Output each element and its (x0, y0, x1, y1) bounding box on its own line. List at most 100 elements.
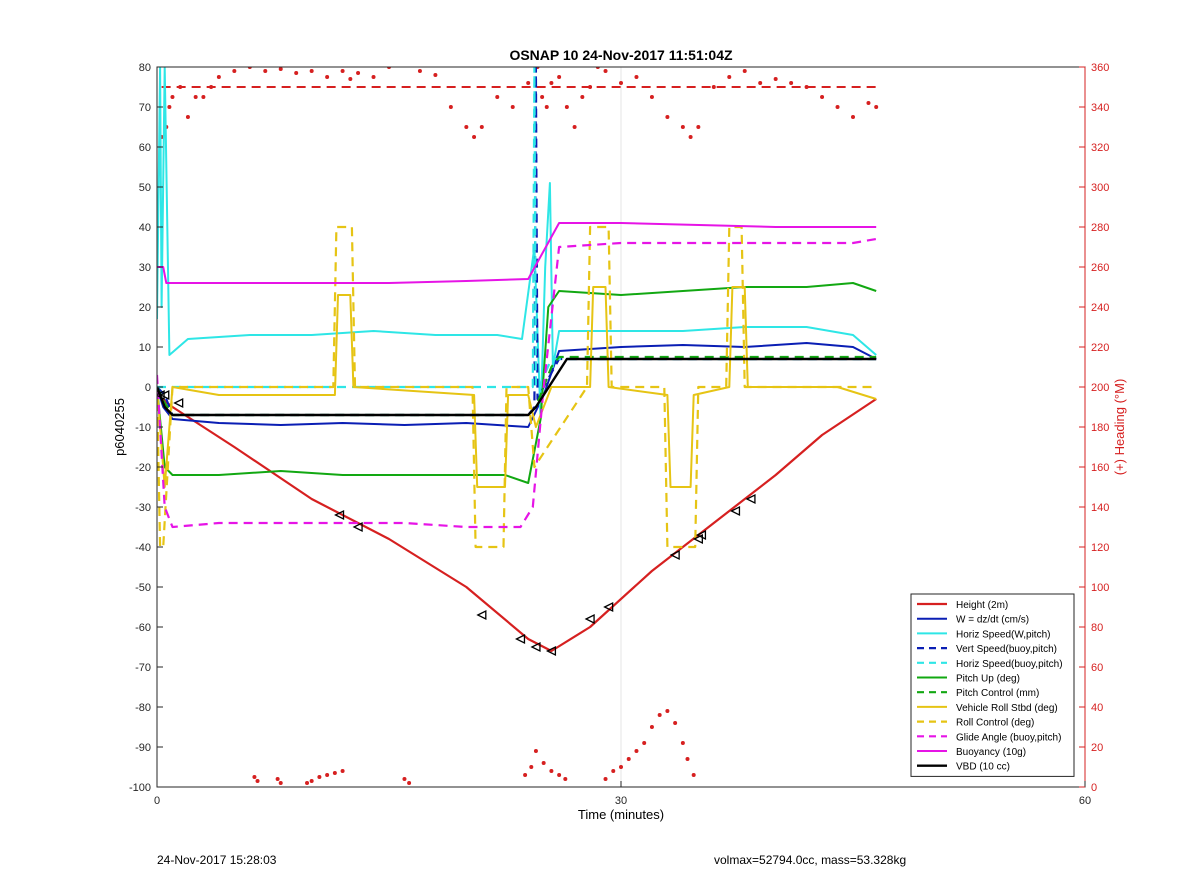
y-left-tick-label: -80 (135, 702, 151, 714)
heading-dot (510, 105, 515, 109)
legend-label-pitch-up-deg: Pitch Up (deg) (956, 674, 1020, 685)
heading-dot (448, 105, 453, 109)
height-marker (692, 533, 703, 545)
heading-dot (866, 101, 871, 105)
footer-mass-info: volmax=52794.0cc, mass=53.328kg (714, 853, 907, 867)
heading-dot (305, 781, 310, 785)
heading-dot (529, 765, 534, 769)
heading-dot (464, 125, 469, 129)
y-right-tick-label: 120 (1091, 542, 1109, 554)
heading-dot (201, 95, 206, 99)
y-right-tick-label: 180 (1091, 422, 1109, 434)
y-left-tick-label: 70 (139, 102, 151, 114)
heading-dot (216, 75, 221, 79)
x-tick-label: 60 (1079, 795, 1091, 807)
y-left-tick-label: -10 (135, 422, 151, 434)
height-marker (173, 397, 184, 409)
heading-dot (495, 95, 500, 99)
series-roll-control-deg (157, 225, 877, 549)
height-marker (159, 389, 170, 401)
heading-dot (688, 135, 693, 139)
legend-label-horiz-speed-buoy-pitch: Horiz Speed(buoy,pitch) (956, 659, 1063, 670)
heading-dot (773, 77, 778, 81)
legend-label-vert-speed-buoy-pitch: Vert Speed(buoy,pitch) (956, 644, 1057, 655)
heading-dot (851, 115, 855, 119)
heading-dot (340, 769, 345, 773)
y-left-tick-label: 30 (139, 262, 151, 274)
heading-dot (835, 105, 840, 109)
legend-label-horiz-speed-w-pitch: Horiz Speed(W,pitch) (956, 629, 1050, 640)
y-right-tick-label: 140 (1091, 502, 1109, 514)
series-vehicle-roll-stbd-deg (157, 286, 877, 488)
heading-dot (680, 741, 685, 745)
y-left-tick-label: 20 (139, 302, 151, 314)
series-layer (157, 67, 879, 785)
height-marker (603, 601, 614, 613)
heading-dot (275, 777, 280, 781)
heading-dot (255, 779, 260, 783)
legend-label-buoyancy-10g: Buoyancy (10g) (956, 747, 1026, 758)
y-left-tick-label: 10 (139, 342, 151, 354)
heading-dot (665, 709, 670, 713)
heading-dot (167, 105, 172, 109)
heading-dot (758, 81, 763, 85)
y-right-tick-label: 220 (1091, 342, 1109, 354)
heading-dot (649, 725, 654, 729)
heading-dot (526, 81, 531, 85)
heading-dot (325, 75, 330, 79)
legend-label-glide-angle-buoy-pitch: Glide Angle (buoy,pitch) (956, 732, 1061, 743)
heading-dot (619, 765, 623, 769)
heading-dot (356, 71, 361, 75)
y-right-tick-label: 340 (1091, 102, 1109, 114)
y-left-tick-label: 50 (139, 182, 151, 194)
y-left-tick-label: -60 (135, 622, 151, 634)
height-marker (729, 505, 741, 517)
heading-dot (685, 757, 690, 761)
heading-dot (479, 125, 484, 129)
heading-dot (696, 125, 701, 129)
y-left-tick-label: 40 (139, 222, 151, 234)
series-horiz-speed-w-pitch (157, 67, 877, 420)
heading-dot (348, 77, 353, 81)
y-right-tick-label: 320 (1091, 142, 1109, 154)
heading-dot (544, 105, 549, 109)
heading-dot (472, 135, 477, 139)
heading-dot (557, 773, 562, 777)
y-right-tick-label: 280 (1091, 222, 1109, 234)
y-left-tick-label: -30 (135, 502, 151, 514)
heading-dot (657, 713, 662, 717)
y-left-tick-label: -70 (135, 662, 151, 674)
heading-dot (371, 75, 376, 79)
legend-label-vehicle-roll-stbd-deg: Vehicle Roll Stbd (deg) (956, 703, 1058, 714)
y-right-tick-label: 100 (1091, 582, 1109, 594)
y-right-tick-label: 80 (1091, 622, 1103, 634)
legend-label-w-dz-dt-cm-s: W = dz/dt (cm/s) (956, 615, 1029, 626)
y-right-tick-label: 60 (1091, 662, 1103, 674)
heading-dot (185, 115, 190, 119)
y-right-tick-label: 160 (1091, 462, 1109, 474)
heading-dot (564, 105, 569, 109)
height-marker (334, 509, 345, 521)
heading-dot (626, 757, 631, 761)
heading-dot (691, 773, 696, 777)
legend: Height (2m) W = dz/dt (cm/s) Horiz Speed(W… (910, 593, 1075, 777)
heading-dot (789, 81, 794, 85)
heading-dot (665, 115, 670, 119)
heading-dot (433, 73, 438, 77)
y-left-tick-label: -50 (135, 582, 151, 594)
heading-dot (170, 95, 175, 99)
height-marker (695, 529, 707, 541)
y-left-tick-label: -100 (129, 782, 151, 794)
height-marker (530, 641, 541, 653)
series-vbd-10-cc (157, 357, 877, 417)
x-axis-label: Time (minutes) (578, 807, 664, 822)
heading-dot (309, 779, 314, 783)
chart-title: OSNAP 10 24-Nov-2017 11:51:04Z (509, 47, 733, 63)
height-marker (515, 633, 526, 645)
y-left-tick-label: 60 (139, 142, 151, 154)
y-right-tick-label: 0 (1091, 782, 1097, 794)
height-marker (476, 609, 487, 621)
y-left-tick-label: -40 (135, 542, 151, 554)
legend-label-roll-control-deg: Roll Control (deg) (956, 718, 1034, 729)
